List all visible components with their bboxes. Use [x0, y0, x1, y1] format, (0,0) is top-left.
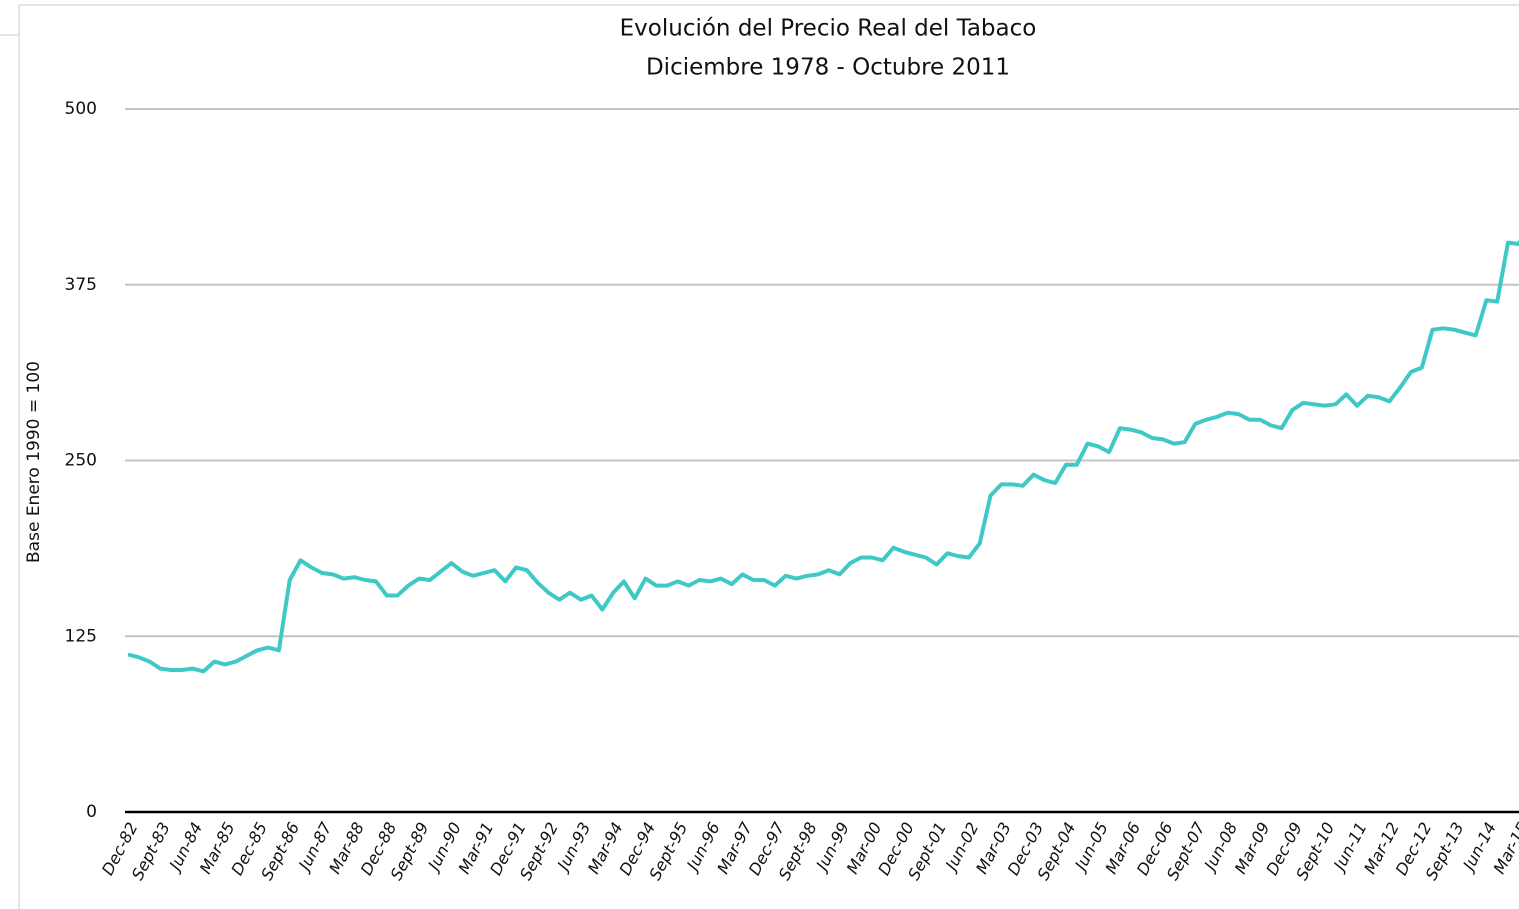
y-tick-label: 375 [65, 275, 97, 295]
chart-subtitle: Diciembre 1978 - Octubre 2011 [646, 55, 1010, 81]
y-tick-label: 500 [65, 99, 97, 119]
y-tick-label: 0 [86, 802, 97, 822]
line [127, 238, 1519, 674]
y-tick-label: 250 [65, 451, 97, 471]
y-tick-label: 125 [65, 626, 97, 646]
chart-title: Evolución del Precio Real del Tabaco [620, 16, 1037, 42]
y-axis-label: Base Enero 1990 = 100 [24, 361, 44, 563]
